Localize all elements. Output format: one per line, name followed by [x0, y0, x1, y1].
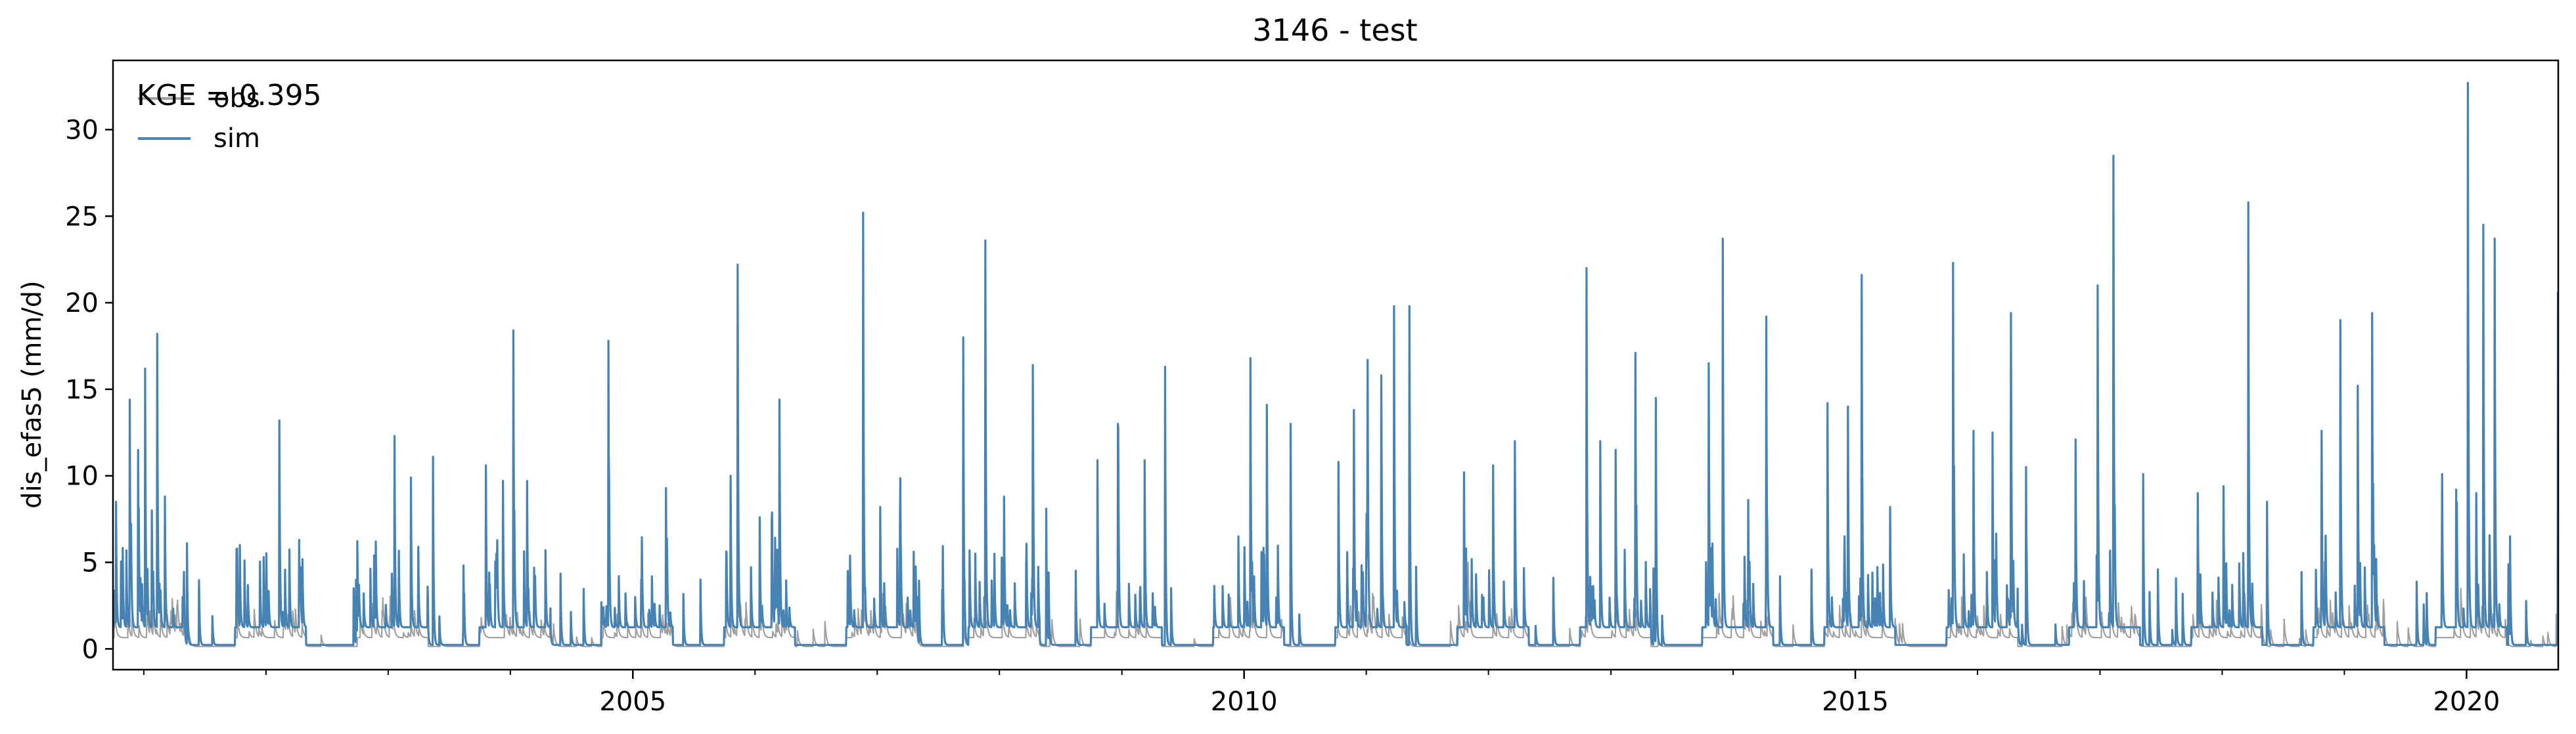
y-axis-label: dis_efas5 (mm/d) [17, 280, 47, 509]
y-tick-label: 5 [82, 548, 99, 578]
y-tick-label: 30 [65, 115, 99, 145]
kge-annotation: KGE = 0.395 [137, 79, 322, 112]
plot-frame [112, 59, 2560, 671]
y-axis-ticks: 0 5 10 15 20 25 30 [65, 115, 113, 664]
legend-sim-label: sim [214, 123, 260, 154]
y-tick-label: 15 [65, 375, 99, 405]
legend-obs-label: obs [214, 83, 260, 114]
y-tick-label: 25 [65, 202, 99, 232]
x-axis-ticks: 2005 2010 2015 2020 [143, 670, 2500, 717]
y-tick-label: 10 [65, 462, 99, 492]
series-line-sim [113, 81, 2558, 646]
chart-title: 3146 - test [1252, 12, 1417, 48]
y-tick-label: 0 [82, 634, 99, 664]
x-tick-label: 2020 [2433, 687, 2500, 717]
legend: obs sim [138, 83, 260, 154]
y-tick-label: 20 [65, 288, 99, 318]
series-layer [113, 81, 2558, 647]
x-tick-label: 2005 [599, 687, 666, 717]
x-tick-label: 2010 [1211, 687, 1278, 717]
x-tick-label: 2015 [1822, 687, 1889, 717]
